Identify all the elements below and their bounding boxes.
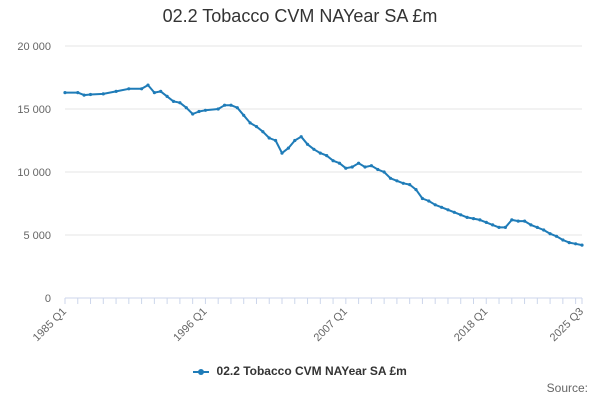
x-tick-label: 2018 Q1 <box>452 306 490 344</box>
data-point <box>401 181 405 185</box>
data-point <box>299 135 303 139</box>
data-point <box>82 93 86 97</box>
data-point <box>184 106 188 110</box>
y-tick-label: 15 000 <box>17 104 51 116</box>
legend-label: 02.2 Tobacco CVM NAYear SA £m <box>216 364 407 378</box>
data-point <box>254 125 259 129</box>
data-point <box>574 242 578 246</box>
series-line <box>65 84 583 247</box>
y-tick-label: 5 000 <box>23 230 51 242</box>
data-point <box>171 99 176 103</box>
data-point <box>325 154 329 158</box>
data-point <box>63 91 67 95</box>
data-point <box>305 142 310 146</box>
data-point <box>140 87 144 91</box>
data-point <box>580 243 584 247</box>
data-point <box>484 220 488 224</box>
data-point <box>523 219 527 223</box>
data-point <box>159 89 163 93</box>
data-point <box>516 219 520 223</box>
data-point <box>152 91 156 95</box>
legend[interactable]: 02.2 Tobacco CVM NAYear SA £m <box>0 364 600 378</box>
data-point <box>491 223 495 227</box>
x-axis <box>64 297 583 304</box>
data-point <box>318 151 322 155</box>
chart-title: 02.2 Tobacco CVM NAYear SA £m <box>162 6 438 26</box>
data-point <box>350 165 354 169</box>
data-point <box>216 107 220 111</box>
data-point <box>223 103 227 107</box>
data-point <box>235 106 239 110</box>
gridlines <box>65 45 582 236</box>
y-tick-label: 10 000 <box>17 167 51 179</box>
data-point <box>414 188 418 192</box>
data-point <box>561 238 565 242</box>
data-point <box>395 179 399 183</box>
data-point <box>267 136 271 140</box>
data-point <box>293 138 297 143</box>
data-point <box>337 161 342 165</box>
source-label: Source: <box>546 381 588 395</box>
data-point <box>178 101 182 105</box>
data-point <box>452 210 456 214</box>
x-tick-label: 1996 Q1 <box>171 306 209 344</box>
x-axis-ticks: 1985 Q1 1996 Q1 2007 Q1 2018 Q1 2025 Q3 <box>31 306 586 344</box>
y-tick-label: 0 <box>45 293 51 305</box>
data-point <box>363 165 367 169</box>
series-group <box>63 83 584 247</box>
data-point <box>286 146 290 150</box>
x-tick-label: 1985 Q1 <box>31 306 69 344</box>
x-tick-label: 2025 Q3 <box>548 306 586 344</box>
data-point <box>478 218 482 222</box>
data-point <box>76 91 80 95</box>
x-tick-label: 2007 Q1 <box>312 306 350 344</box>
data-point <box>459 213 463 217</box>
data-point <box>331 159 335 163</box>
data-point <box>274 138 278 143</box>
data-point <box>248 121 252 125</box>
data-point <box>127 87 131 91</box>
data-point <box>191 112 195 116</box>
data-point <box>344 166 348 170</box>
data-point <box>203 108 207 112</box>
data-point <box>165 94 169 98</box>
data-point <box>503 225 507 229</box>
data-point <box>408 183 412 187</box>
data-point <box>465 215 469 219</box>
data-point <box>312 147 316 151</box>
data-point <box>567 241 571 245</box>
data-point <box>357 161 361 165</box>
data-point <box>88 92 93 97</box>
data-point <box>420 196 424 201</box>
data-point <box>446 208 450 212</box>
data-point <box>440 205 444 209</box>
data-point <box>529 223 533 227</box>
data-point <box>388 176 393 180</box>
y-tick-label: 20 000 <box>17 41 51 53</box>
data-point <box>433 203 437 207</box>
data-point <box>548 232 552 236</box>
y-axis-ticks: 0 5 000 10 000 15 000 20 000 <box>17 41 51 305</box>
data-point <box>101 92 105 96</box>
data-point <box>197 109 201 114</box>
data-point <box>229 103 233 107</box>
data-point <box>376 167 380 172</box>
data-point <box>554 234 559 238</box>
data-point <box>471 217 476 221</box>
legend-marker-icon <box>193 366 210 378</box>
data-point <box>382 170 386 174</box>
data-point <box>114 89 118 93</box>
data-point <box>146 83 150 87</box>
data-point <box>261 130 265 134</box>
data-point <box>369 164 373 168</box>
data-point <box>542 228 546 232</box>
data-point <box>535 225 539 229</box>
data-point <box>280 151 284 155</box>
data-point <box>242 113 246 117</box>
data-point <box>427 199 431 203</box>
data-point <box>497 225 501 229</box>
data-point <box>510 218 514 222</box>
